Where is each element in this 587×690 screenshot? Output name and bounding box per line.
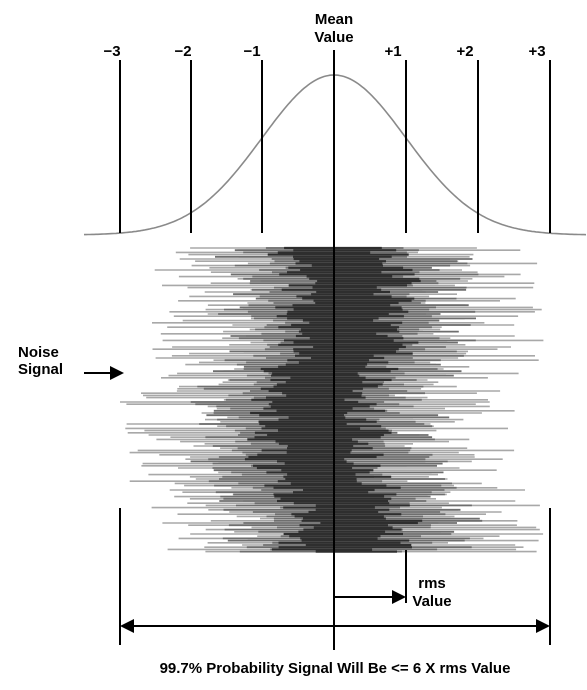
sigma-label-minus-2: −2 [174,43,191,60]
noise-label-line-1: Noise [18,344,59,361]
noise-arrow-icon [84,366,124,380]
sigma-label-plus-1: +1 [384,43,401,60]
noise-signal-label: Noise Signal [18,344,63,378]
noise-label-line-2: Signal [18,361,63,378]
mean-label-line-2: Value [314,29,353,46]
sigma-label-minus-3: −3 [103,43,120,60]
range-arrow-icon [120,619,550,633]
rms-value-label: rms Value [412,575,451,610]
rms-label-line-1: rms [418,575,446,592]
sigma-lines [119,60,551,233]
mean-value-label: Mean Value [314,11,353,46]
sigma-label-plus-3: +3 [528,43,545,60]
noise-signal-trace [120,246,544,553]
range-caption: 99.7% Probability Signal Will Be <= 6 X … [160,660,511,677]
sigma-label-plus-2: +2 [456,43,473,60]
sigma-labels: −3 −2 −1 +1 +2 +3 [103,43,545,60]
rms-label-line-2: Value [412,593,451,610]
sigma-label-minus-1: −1 [243,43,260,60]
mean-label-line-1: Mean [315,11,353,28]
rms-arrow-icon [334,590,406,604]
